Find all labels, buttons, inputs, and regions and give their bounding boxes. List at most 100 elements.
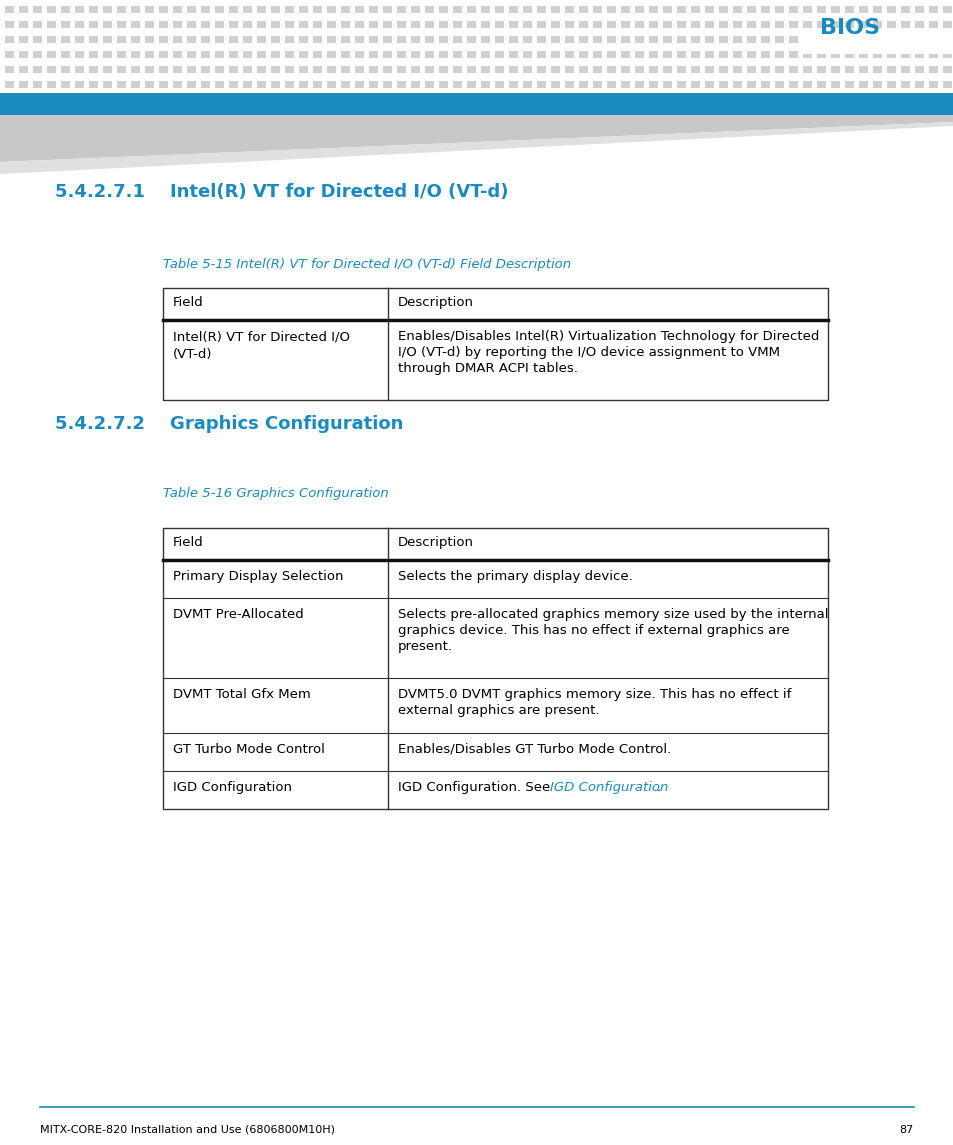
Bar: [145, 21, 153, 27]
Bar: [719, 52, 727, 58]
Bar: [340, 6, 350, 13]
Bar: [886, 66, 895, 73]
Bar: [340, 81, 350, 88]
Bar: [369, 52, 377, 58]
Bar: [438, 52, 448, 58]
Bar: [424, 66, 434, 73]
Bar: [285, 35, 294, 44]
Bar: [690, 6, 700, 13]
Bar: [816, 81, 825, 88]
Bar: [480, 81, 490, 88]
Bar: [844, 6, 853, 13]
Bar: [662, 21, 671, 27]
Bar: [327, 21, 335, 27]
Bar: [620, 21, 629, 27]
Bar: [858, 66, 867, 73]
Bar: [5, 6, 14, 13]
Bar: [19, 6, 28, 13]
Bar: [256, 81, 266, 88]
Bar: [816, 66, 825, 73]
Bar: [522, 66, 532, 73]
Bar: [187, 21, 195, 27]
Bar: [537, 6, 545, 13]
Bar: [131, 52, 140, 58]
Bar: [172, 52, 182, 58]
Bar: [313, 52, 322, 58]
Bar: [327, 66, 335, 73]
Text: IGD Configuration: IGD Configuration: [550, 781, 668, 793]
Bar: [33, 21, 42, 27]
Bar: [271, 21, 280, 27]
Bar: [355, 52, 364, 58]
Bar: [103, 66, 112, 73]
Bar: [285, 6, 294, 13]
Bar: [229, 21, 237, 27]
Bar: [844, 81, 853, 88]
Bar: [900, 66, 909, 73]
Text: I/O (VT-d) by reporting the I/O device assignment to VMM: I/O (VT-d) by reporting the I/O device a…: [397, 346, 780, 360]
Bar: [760, 6, 769, 13]
Bar: [495, 81, 503, 88]
Bar: [438, 35, 448, 44]
Bar: [648, 66, 658, 73]
Text: BIOS: BIOS: [820, 18, 880, 38]
Bar: [172, 21, 182, 27]
Bar: [382, 6, 392, 13]
Bar: [467, 66, 476, 73]
Bar: [830, 81, 840, 88]
Bar: [214, 66, 224, 73]
Bar: [677, 66, 685, 73]
Bar: [928, 66, 937, 73]
Bar: [243, 21, 252, 27]
Text: graphics device. This has no effect if external graphics are: graphics device. This has no effect if e…: [397, 624, 789, 637]
Bar: [914, 66, 923, 73]
Text: DVMT5.0 DVMT graphics memory size. This has no effect if: DVMT5.0 DVMT graphics memory size. This …: [397, 688, 791, 701]
Bar: [5, 21, 14, 27]
Bar: [802, 35, 811, 44]
Bar: [690, 81, 700, 88]
Bar: [606, 6, 616, 13]
Bar: [89, 21, 98, 27]
Bar: [844, 52, 853, 58]
Bar: [61, 21, 70, 27]
Bar: [131, 6, 140, 13]
Bar: [229, 66, 237, 73]
Bar: [159, 6, 168, 13]
Bar: [340, 35, 350, 44]
Bar: [522, 6, 532, 13]
Bar: [928, 81, 937, 88]
Bar: [677, 81, 685, 88]
Bar: [704, 81, 713, 88]
Bar: [256, 21, 266, 27]
Bar: [256, 66, 266, 73]
Bar: [495, 21, 503, 27]
Bar: [620, 35, 629, 44]
Bar: [662, 66, 671, 73]
Bar: [760, 66, 769, 73]
Bar: [942, 66, 951, 73]
Bar: [163, 528, 827, 810]
Bar: [900, 21, 909, 27]
Bar: [816, 35, 825, 44]
Bar: [298, 21, 308, 27]
Bar: [438, 6, 448, 13]
Bar: [145, 6, 153, 13]
Bar: [201, 21, 210, 27]
Bar: [648, 35, 658, 44]
Bar: [467, 52, 476, 58]
Bar: [187, 52, 195, 58]
Bar: [509, 21, 517, 27]
Bar: [872, 21, 882, 27]
Bar: [298, 66, 308, 73]
Bar: [89, 66, 98, 73]
Bar: [774, 81, 783, 88]
Bar: [117, 35, 126, 44]
Bar: [453, 35, 461, 44]
Bar: [424, 21, 434, 27]
Bar: [453, 81, 461, 88]
Bar: [313, 21, 322, 27]
Bar: [914, 21, 923, 27]
Bar: [145, 35, 153, 44]
Bar: [19, 52, 28, 58]
Bar: [802, 21, 811, 27]
